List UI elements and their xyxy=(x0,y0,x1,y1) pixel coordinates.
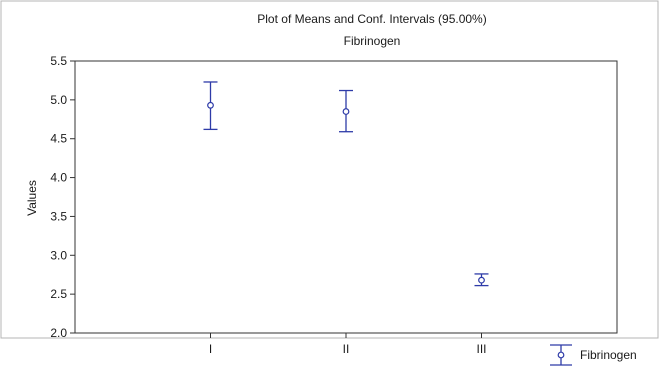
legend-label: Fibrinogen xyxy=(580,348,637,362)
y-tick-label: 2.0 xyxy=(50,326,67,340)
x-tick-label: I xyxy=(209,342,212,356)
chart-subtitle: Fibrinogen xyxy=(344,34,401,48)
mean-marker xyxy=(478,276,485,284)
mean-marker xyxy=(342,108,350,115)
x-tick-label: II xyxy=(343,342,350,356)
y-axis-label: Values xyxy=(25,180,39,216)
y-axis-ticks: 2.0 2.5 3.0 3.5 4.0 4.5 5.0 5.5 xyxy=(50,54,75,340)
y-tick-label: 3.0 xyxy=(50,248,67,262)
legend: Fibrinogen xyxy=(550,344,637,366)
x-tick-label: III xyxy=(476,342,486,356)
chart-title: Plot of Means and Conf. Intervals (95.00… xyxy=(257,12,486,26)
x-axis-ticks: I II III xyxy=(209,333,487,356)
chart-frame xyxy=(0,0,659,339)
y-tick-label: 4.0 xyxy=(50,171,67,185)
y-tick-label: 5.0 xyxy=(50,93,67,107)
y-tick-label: 4.5 xyxy=(50,132,67,146)
y-tick-label: 2.5 xyxy=(50,287,67,301)
y-tick-label: 3.5 xyxy=(50,209,67,223)
series-marks xyxy=(203,81,489,287)
legend-marker xyxy=(557,351,565,359)
y-tick-label: 5.5 xyxy=(50,54,67,68)
mean-marker xyxy=(207,101,214,109)
